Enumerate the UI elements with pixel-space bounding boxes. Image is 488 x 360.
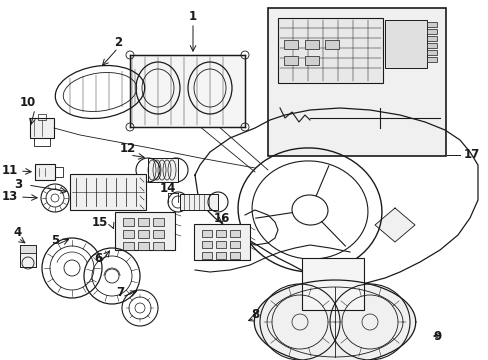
Bar (115, 212, 175, 250)
Bar (148, 158, 178, 182)
Bar (384, 20, 426, 68)
Text: 9: 9 (433, 329, 441, 342)
Polygon shape (254, 280, 415, 360)
Bar (38, 114, 46, 120)
Text: 12: 12 (120, 141, 136, 154)
Bar (426, 36, 436, 41)
Bar (426, 43, 436, 48)
Bar (216, 241, 225, 248)
Text: 17: 17 (463, 148, 479, 162)
Bar (20, 245, 36, 267)
Bar (138, 230, 149, 238)
Bar (55, 167, 63, 177)
Bar (267, 8, 445, 156)
Bar (194, 224, 249, 260)
Text: 10: 10 (20, 96, 36, 109)
Bar (302, 258, 363, 310)
Bar (426, 22, 436, 27)
Bar (138, 218, 149, 226)
Bar (138, 242, 149, 250)
Text: 15: 15 (92, 216, 108, 229)
Bar (229, 230, 240, 237)
Bar (20, 245, 36, 253)
Bar (202, 230, 212, 237)
Bar (216, 252, 225, 259)
Text: 6: 6 (94, 252, 102, 265)
Bar (305, 56, 318, 65)
Bar (284, 40, 297, 49)
Text: 7: 7 (116, 285, 124, 298)
Text: 4: 4 (14, 225, 22, 238)
Bar (34, 138, 50, 146)
Bar (202, 252, 212, 259)
Bar (426, 29, 436, 34)
Text: 3: 3 (14, 179, 22, 192)
Bar (123, 218, 134, 226)
Bar (229, 241, 240, 248)
Bar (35, 164, 55, 180)
Text: 14: 14 (160, 181, 176, 194)
Bar (153, 242, 163, 250)
Bar (325, 40, 338, 49)
Bar (30, 118, 54, 138)
Bar (123, 230, 134, 238)
Bar (130, 55, 244, 127)
Text: 1: 1 (188, 10, 197, 23)
Text: 11: 11 (2, 165, 18, 177)
Bar (229, 252, 240, 259)
Bar (180, 194, 218, 210)
Bar (202, 241, 212, 248)
Text: 2: 2 (114, 36, 122, 49)
Text: 13: 13 (2, 190, 18, 203)
Bar (153, 230, 163, 238)
Bar (123, 242, 134, 250)
Text: 8: 8 (250, 307, 259, 320)
Text: 16: 16 (213, 211, 230, 225)
Bar (426, 57, 436, 62)
Bar (153, 218, 163, 226)
Bar (278, 18, 382, 83)
Bar (70, 174, 146, 210)
Bar (305, 40, 318, 49)
Text: 5: 5 (51, 234, 59, 247)
Bar (284, 56, 297, 65)
Polygon shape (374, 208, 414, 242)
Bar (426, 50, 436, 55)
Bar (216, 230, 225, 237)
